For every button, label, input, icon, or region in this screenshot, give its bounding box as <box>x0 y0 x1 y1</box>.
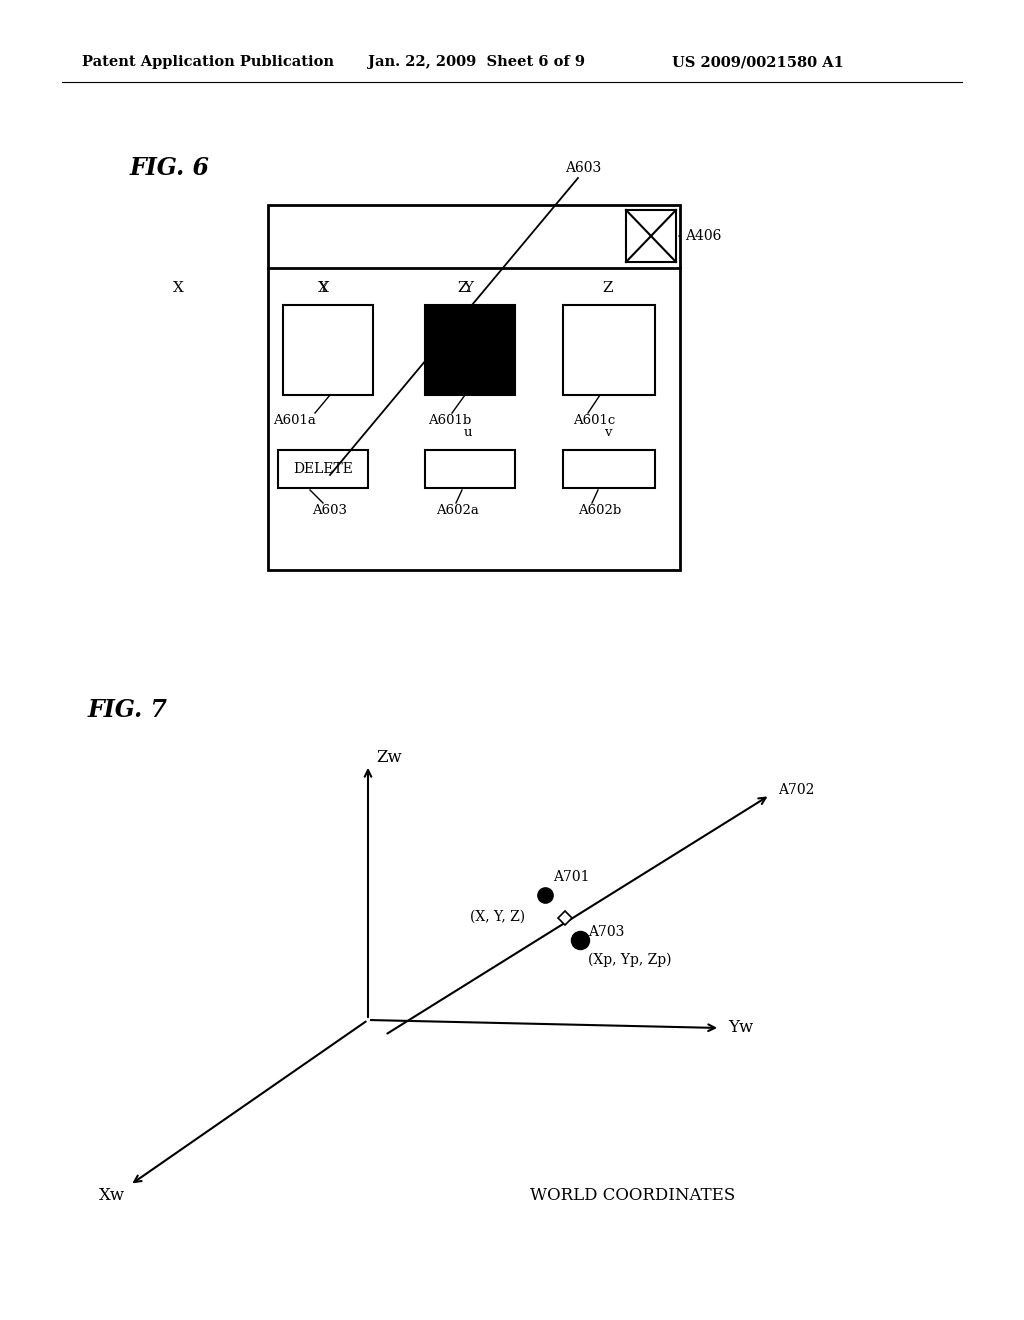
Text: X: X <box>317 281 329 294</box>
Text: DELETE: DELETE <box>293 462 353 477</box>
Text: Zw: Zw <box>376 748 401 766</box>
Text: (Xp, Yp, Zp): (Xp, Yp, Zp) <box>588 953 672 968</box>
Text: A602a: A602a <box>436 503 479 516</box>
Text: A603: A603 <box>565 161 601 176</box>
Text: Xw: Xw <box>99 1187 125 1204</box>
Text: u: u <box>464 425 472 438</box>
Text: A702: A702 <box>778 783 814 797</box>
Text: A601c: A601c <box>572 413 615 426</box>
Text: Z: Z <box>603 281 613 294</box>
Text: A603: A603 <box>312 503 347 516</box>
Text: Yw: Yw <box>728 1019 754 1036</box>
Text: US 2009/0021580 A1: US 2009/0021580 A1 <box>672 55 844 69</box>
Text: v: v <box>604 425 611 438</box>
Bar <box>278 450 368 488</box>
Bar <box>563 305 655 395</box>
Text: A406: A406 <box>685 228 721 243</box>
Text: FIG. 7: FIG. 7 <box>88 698 168 722</box>
Bar <box>268 205 680 570</box>
Bar <box>563 450 655 488</box>
Text: A601a: A601a <box>273 413 316 426</box>
Text: A703: A703 <box>588 925 625 939</box>
Text: Y: Y <box>318 281 328 294</box>
Text: Jan. 22, 2009  Sheet 6 of 9: Jan. 22, 2009 Sheet 6 of 9 <box>368 55 585 69</box>
Text: X: X <box>173 281 183 294</box>
Text: A602b: A602b <box>579 503 622 516</box>
Bar <box>425 305 515 395</box>
Text: A601b: A601b <box>428 413 472 426</box>
Text: WORLD COORDINATES: WORLD COORDINATES <box>530 1187 735 1204</box>
Text: Z: Z <box>458 281 468 294</box>
Text: (X, Y, Z): (X, Y, Z) <box>470 909 525 924</box>
Bar <box>283 305 373 395</box>
Text: FIG. 6: FIG. 6 <box>130 156 210 180</box>
Bar <box>626 210 676 261</box>
Text: Patent Application Publication: Patent Application Publication <box>82 55 334 69</box>
Text: A701: A701 <box>553 870 590 884</box>
Bar <box>425 450 515 488</box>
Text: Y: Y <box>463 281 473 294</box>
